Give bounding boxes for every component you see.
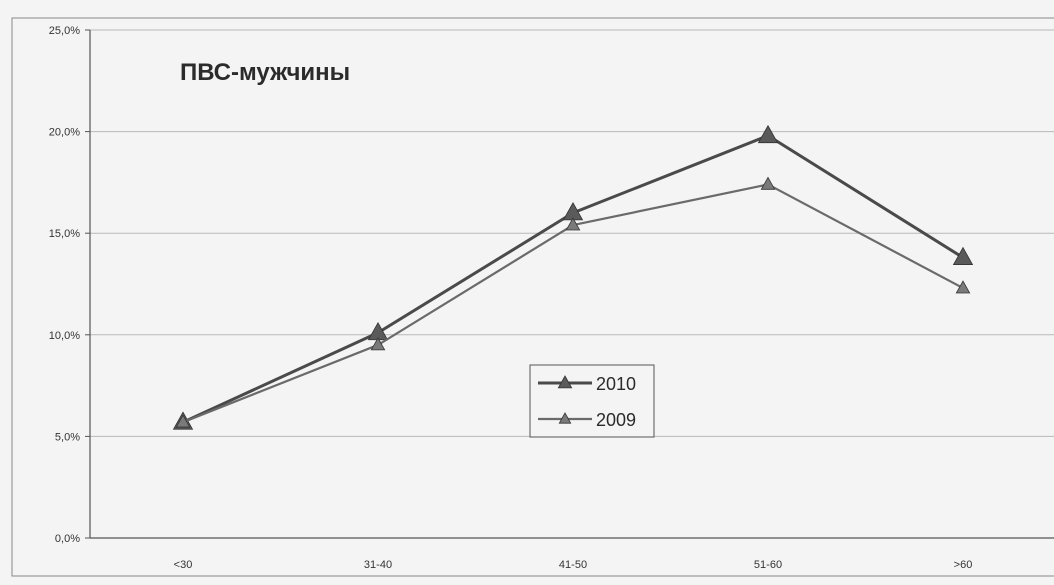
data-point: [370, 337, 386, 351]
y-tick-label: 20,0%: [49, 127, 80, 139]
legend-box: [529, 364, 655, 438]
data-point: [952, 246, 974, 265]
series-layer: [172, 124, 974, 430]
data-point: [760, 176, 776, 190]
data-point: [757, 124, 779, 144]
y-tick-label: 5,0%: [55, 431, 80, 443]
x-tick-label: 31-40: [364, 559, 392, 571]
y-tick-label: 15,0%: [49, 228, 80, 240]
legend-label: 2010: [596, 374, 636, 394]
legend-marker: [558, 412, 572, 424]
data-point: [565, 217, 581, 231]
x-tick-label: >60: [954, 559, 973, 571]
axes: 0,0% 5,0% 10,0% 15,0% 20,0% 25,0% <30 31-40 41-5…: [49, 25, 1054, 571]
legend-label: 2009: [596, 410, 636, 430]
data-point: [175, 414, 191, 428]
x-tick-label: 41-50: [559, 559, 587, 571]
data-point: [955, 280, 971, 294]
y-tick-label: 0,0%: [55, 533, 80, 545]
chart-title: ПВС-мужчины: [180, 59, 350, 86]
x-tick-label: 51-60: [754, 559, 782, 571]
chart-frame: [11, 17, 1054, 577]
y-tick-label: 25,0%: [49, 25, 80, 37]
x-tick-label: <30: [174, 559, 193, 571]
grid: [90, 29, 1054, 437]
legend: 2010 2009: [529, 364, 655, 438]
y-tick-label: 10,0%: [49, 330, 80, 342]
legend-marker: [557, 375, 573, 389]
